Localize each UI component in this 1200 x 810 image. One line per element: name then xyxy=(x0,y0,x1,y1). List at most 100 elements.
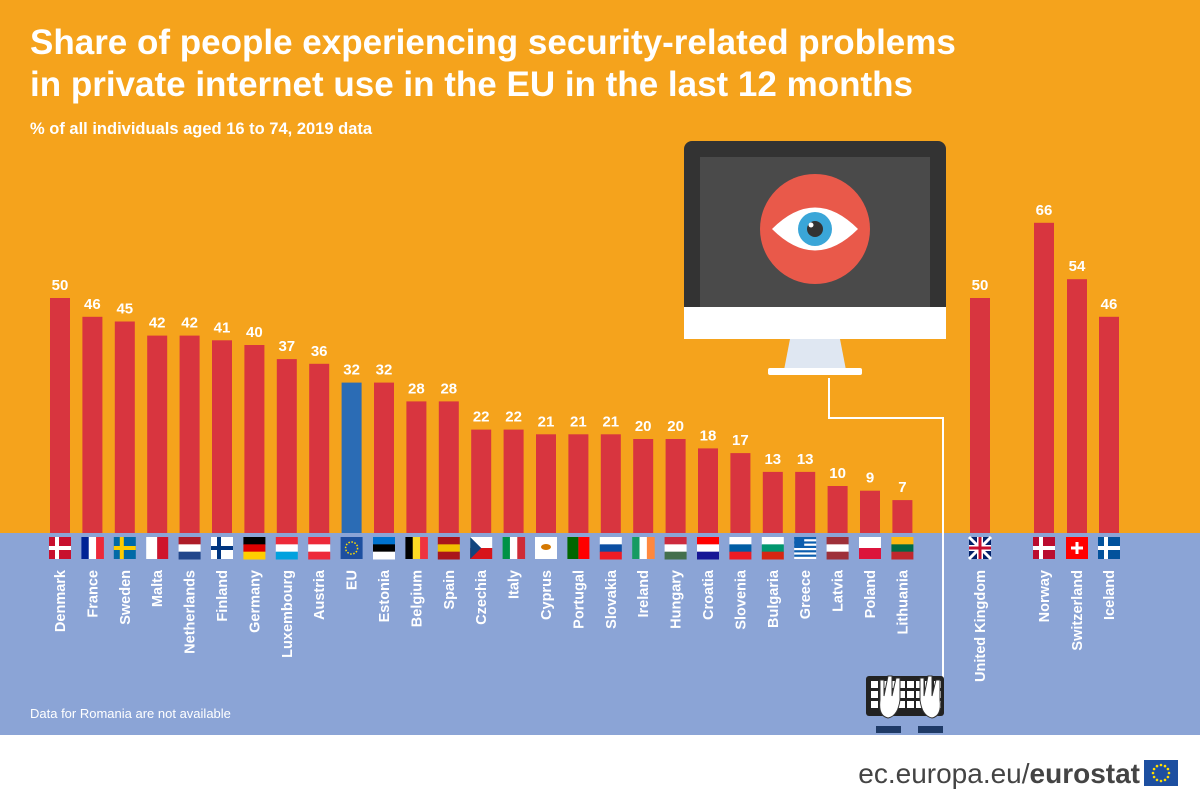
flag-croatia-icon xyxy=(697,537,719,560)
bar-slovenia xyxy=(730,453,751,533)
value-label-luxembourg: 37 xyxy=(278,338,295,355)
flag-switzerland-icon xyxy=(1066,537,1088,559)
category-label-slovakia: Slovakia xyxy=(604,569,620,629)
value-label-lithuania: 7 xyxy=(898,479,906,496)
eu-flag-icon xyxy=(1144,760,1178,786)
value-label-slovakia: 21 xyxy=(602,413,619,430)
value-label-norway: 66 xyxy=(1036,202,1053,219)
flag-italy-icon xyxy=(502,537,526,559)
category-label-lithuania: Lithuania xyxy=(895,569,911,634)
bar-spain xyxy=(438,401,459,533)
flag-iceland-icon xyxy=(1098,537,1120,559)
bar-bulgaria xyxy=(762,471,783,533)
category-label-belgium: Belgium xyxy=(409,570,425,627)
category-label-norway: Norway xyxy=(1037,570,1053,622)
flag-finland-icon xyxy=(211,537,233,559)
bar-slovakia xyxy=(600,434,621,533)
value-label-united-kingdom: 50 xyxy=(972,277,989,294)
category-label-sweden: Sweden xyxy=(118,570,134,625)
flag-poland-icon xyxy=(859,537,881,559)
bar-denmark xyxy=(50,298,70,533)
value-label-belgium: 28 xyxy=(408,380,425,397)
flag-slovenia-icon xyxy=(729,537,752,560)
footer xyxy=(0,735,1200,810)
flag-united-kingdom-icon xyxy=(967,535,993,561)
flag-austria-icon xyxy=(308,537,331,560)
bar-croatia xyxy=(698,448,718,533)
value-label-switzerland: 54 xyxy=(1069,258,1086,275)
flag-germany-icon xyxy=(243,537,266,560)
flag-slovakia-icon xyxy=(599,537,622,560)
category-label-poland: Poland xyxy=(863,570,879,618)
bar-luxembourg xyxy=(276,359,297,533)
flag-luxembourg-icon xyxy=(275,537,298,560)
eye-icon xyxy=(760,174,870,284)
value-label-spain: 28 xyxy=(440,380,457,397)
value-label-portugal: 21 xyxy=(570,413,587,430)
category-label-portugal: Portugal xyxy=(571,570,587,629)
category-label-france: France xyxy=(85,570,101,618)
category-label-eu: EU xyxy=(345,570,361,590)
title-line-2: in private internet use in the EU in the… xyxy=(30,65,913,104)
flag-cyprus-icon xyxy=(535,537,557,559)
category-label-united-kingdom: United Kingdom xyxy=(973,570,989,682)
category-label-germany: Germany xyxy=(247,570,263,633)
bar-germany xyxy=(244,345,265,533)
bar-malta xyxy=(147,335,168,533)
category-label-czechia: Czechia xyxy=(474,569,490,625)
flag-eu-icon xyxy=(340,537,363,559)
value-label-netherlands: 42 xyxy=(181,315,198,332)
flag-spain-icon xyxy=(437,537,460,560)
flag-bulgaria-icon xyxy=(761,537,784,560)
bar-belgium xyxy=(406,401,427,533)
value-label-slovenia: 17 xyxy=(732,432,749,449)
value-label-austria: 36 xyxy=(311,343,328,360)
footer-link[interactable]: ec.europa.eu/eurostat xyxy=(858,758,1140,790)
category-label-finland: Finland xyxy=(215,570,231,622)
footer-brand: eurostat xyxy=(1029,758,1140,789)
value-label-denmark: 50 xyxy=(52,277,69,294)
bar-eu xyxy=(341,382,362,533)
title-line-1: Share of people experiencing security-re… xyxy=(30,23,956,62)
value-label-finland: 41 xyxy=(214,319,231,336)
value-label-italy: 22 xyxy=(505,409,522,426)
category-label-netherlands: Netherlands xyxy=(183,570,199,654)
value-label-hungary: 20 xyxy=(667,418,684,435)
category-label-hungary: Hungary xyxy=(669,570,685,629)
category-label-greece: Greece xyxy=(798,570,814,619)
category-label-bulgaria: Bulgaria xyxy=(766,569,782,628)
flag-hungary-icon xyxy=(664,537,687,560)
footnote: Data for Romania are not available xyxy=(30,706,231,721)
flag-czechia-icon xyxy=(470,537,493,559)
bar-netherlands xyxy=(179,335,200,533)
value-label-ireland: 20 xyxy=(635,418,652,435)
bar-cyprus xyxy=(536,434,556,533)
value-label-germany: 40 xyxy=(246,324,263,341)
flag-latvia-icon xyxy=(826,537,849,560)
value-label-cyprus: 21 xyxy=(538,413,555,430)
bar-czechia xyxy=(471,429,492,533)
bar-greece xyxy=(795,471,816,533)
flag-belgium-icon xyxy=(405,537,428,559)
value-label-greece: 13 xyxy=(797,451,814,468)
category-label-malta: Malta xyxy=(150,569,166,607)
bar-lithuania xyxy=(892,500,913,533)
flag-netherlands-icon xyxy=(178,537,201,560)
bottom-background xyxy=(0,533,1200,735)
category-label-italy: Italy xyxy=(507,570,523,599)
category-label-slovenia: Slovenia xyxy=(733,569,749,630)
flag-france-icon xyxy=(81,537,104,559)
flag-ireland-icon xyxy=(632,537,655,559)
top-background xyxy=(0,0,1200,533)
value-label-france: 46 xyxy=(84,296,101,313)
bar-switzerland xyxy=(1067,279,1087,533)
value-label-croatia: 18 xyxy=(700,427,717,444)
bar-italy xyxy=(503,429,524,533)
category-label-denmark: Denmark xyxy=(53,569,69,632)
chart-title: Share of people experiencing security-re… xyxy=(30,22,1130,106)
flag-greece-icon xyxy=(794,537,817,559)
category-label-switzerland: Switzerland xyxy=(1070,570,1086,651)
bar-norway xyxy=(1034,222,1054,534)
value-label-czechia: 22 xyxy=(473,409,490,426)
